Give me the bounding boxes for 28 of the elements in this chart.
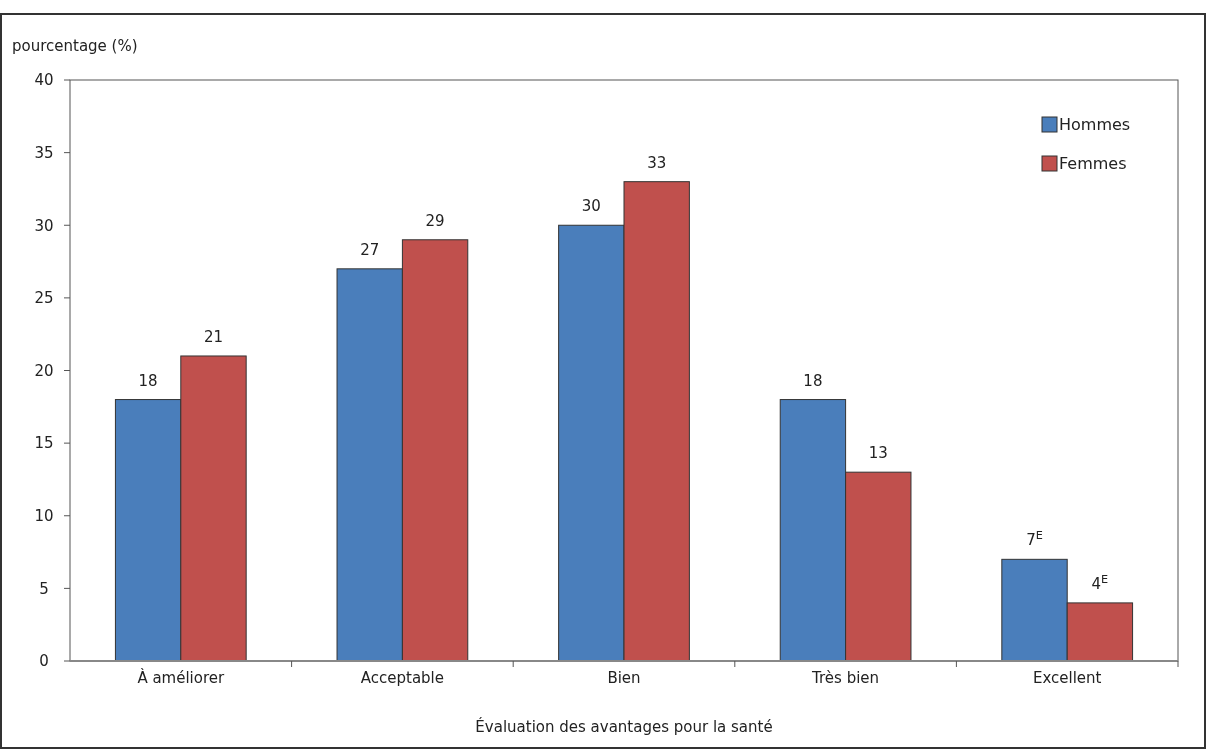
data-label: 13 (868, 444, 888, 463)
data-label: 21 (203, 327, 224, 346)
y-tick-label: 40 (34, 71, 54, 90)
y-tick-label: 20 (34, 361, 54, 380)
y-tick-label: 35 (34, 143, 54, 162)
data-label: 30 (581, 197, 601, 216)
data-label: 27 (360, 240, 380, 259)
y-tick-label: 10 (34, 507, 54, 525)
data-label: 7$^{E}$ (1026, 528, 1043, 550)
y-tick-label: 25 (34, 289, 54, 308)
x-tick-label: Bien (607, 669, 641, 687)
x-axis-title: Évaluation des avantages pour la santé (475, 717, 773, 736)
legend-label: Femmes (1059, 154, 1127, 173)
data-label: 29 (425, 211, 445, 230)
y-tick-label: 5 (39, 579, 49, 598)
legend-label: Hommes (1059, 115, 1131, 134)
y-tick-label: 30 (34, 216, 54, 235)
x-tick-label: Très bien (811, 669, 880, 687)
data-label: 18 (803, 371, 823, 390)
y-tick-label: 0 (39, 652, 49, 671)
data-label: 4$^{E}$ (1091, 572, 1109, 593)
y-tick-label: 15 (34, 434, 54, 453)
data-label: 18 (138, 371, 158, 390)
x-tick-label: Acceptable (360, 669, 445, 687)
y-axis-title: pourcentage (%) (12, 37, 138, 55)
x-tick-label: Excellent (1032, 669, 1102, 687)
x-tick-label: À améliorer (137, 668, 226, 687)
data-label: 33 (647, 153, 667, 172)
